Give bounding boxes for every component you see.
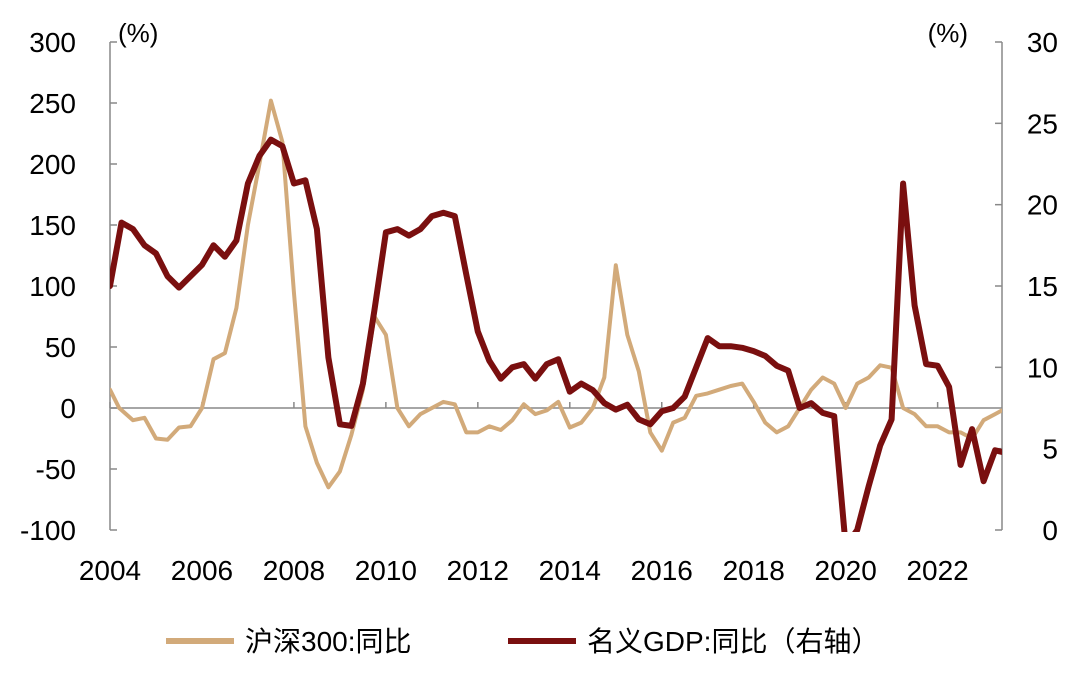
x-tick-label: 2018 xyxy=(723,555,785,586)
x-tick-label: 2012 xyxy=(447,555,509,586)
left-tick-label: 300 xyxy=(29,27,76,58)
x-tick-label: 2006 xyxy=(171,555,233,586)
right-tick-label: 15 xyxy=(1027,271,1058,302)
left-tick-label: 50 xyxy=(45,332,76,363)
left-axis-unit: (%) xyxy=(118,18,158,48)
right-tick-label: 25 xyxy=(1027,108,1058,139)
left-tick-label: 100 xyxy=(29,271,76,302)
x-tick-label: 2008 xyxy=(263,555,325,586)
left-tick-label: 0 xyxy=(60,393,76,424)
right-tick-label: 20 xyxy=(1027,190,1058,221)
legend-label-csi300: 沪深300:同比 xyxy=(245,626,412,657)
left-tick-label: 150 xyxy=(29,210,76,241)
x-tick-label: 2020 xyxy=(815,555,877,586)
right-axis-unit: (%) xyxy=(928,18,968,48)
x-tick-label: 2016 xyxy=(631,555,693,586)
series-line-csi300 xyxy=(110,98,1002,490)
left-tick-label: -50 xyxy=(36,454,76,485)
left-tick-label: 250 xyxy=(29,88,76,119)
right-tick-label: 0 xyxy=(1042,515,1058,546)
legend: 沪深300:同比 名义GDP:同比（右轴） xyxy=(166,626,879,657)
x-tick-label: 2022 xyxy=(906,555,968,586)
right-tick-label: 30 xyxy=(1027,27,1058,58)
x-tick-label: 2010 xyxy=(355,555,417,586)
right-tick-label: 5 xyxy=(1042,434,1058,465)
series-line-gdp xyxy=(110,136,1002,532)
right-tick-label: 10 xyxy=(1027,352,1058,383)
left-tick-label: 200 xyxy=(29,149,76,180)
x-tick-label: 2014 xyxy=(539,555,601,586)
x-tick-label: 2004 xyxy=(79,555,141,586)
legend-label-gdp: 名义GDP:同比（右轴） xyxy=(587,626,879,657)
left-tick-label: -100 xyxy=(20,515,76,546)
